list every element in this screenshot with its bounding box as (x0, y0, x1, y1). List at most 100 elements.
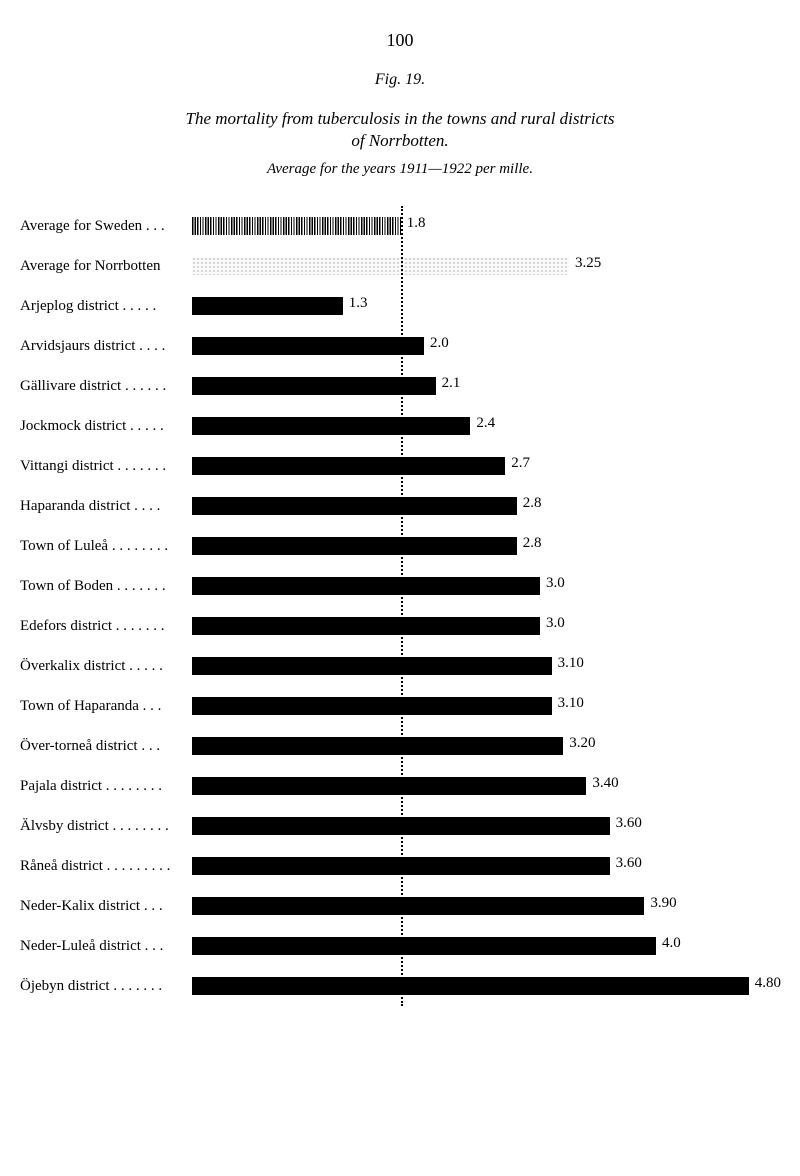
bar-container: 4.80 (192, 977, 780, 995)
chart-row: Haparanda district . . . . 2.8 (20, 486, 780, 526)
page-number: 100 (20, 30, 780, 51)
row-label: Över-torneå district . . . (20, 738, 192, 755)
row-label: Edefors district . . . . . . . (20, 618, 192, 635)
bar-value: 4.0 (662, 935, 681, 952)
bar-value: 1.3 (349, 295, 368, 312)
bar (192, 897, 644, 915)
bar-container: 3.25 (192, 257, 780, 275)
row-label: Arvidsjaurs district . . . . (20, 338, 192, 355)
chart-row: Över-torneå district . . . 3.20 (20, 726, 780, 766)
bar-value: 3.10 (558, 655, 584, 672)
chart-row: Jockmock district . . . . . 2.4 (20, 406, 780, 446)
row-label: Gällivare district . . . . . . (20, 378, 192, 395)
bar-container: 3.0 (192, 577, 780, 595)
bar-value: 3.0 (546, 615, 565, 632)
row-label: Neder-Kalix district . . . (20, 898, 192, 915)
chart-row: Average for Sweden . . . 1.8 (20, 206, 780, 246)
bar-container: 3.10 (192, 657, 780, 675)
bar (192, 457, 505, 475)
bar (192, 777, 586, 795)
chart-row: Average for Norrbotten 3.25 (20, 246, 780, 286)
bar-value: 3.60 (616, 815, 642, 832)
bar-container: 2.1 (192, 377, 780, 395)
bar-value: 2.8 (523, 495, 542, 512)
bar-container: 2.8 (192, 537, 780, 555)
bar-value: 3.90 (650, 895, 676, 912)
bar (192, 577, 540, 595)
bar-value: 3.40 (592, 775, 618, 792)
bar (192, 217, 401, 235)
chart-row: Arjeplog district . . . . .1.3 (20, 286, 780, 326)
chart-title-line1: The mortality from tuberculosis in the t… (20, 109, 780, 129)
bar-value: 3.60 (616, 855, 642, 872)
chart-row: Town of Boden . . . . . . .3.0 (20, 566, 780, 606)
bar-container: 3.0 (192, 617, 780, 635)
chart-row: Neder-Luleå district . . . 4.0 (20, 926, 780, 966)
bar (192, 417, 470, 435)
figure-label: Fig. 19. (20, 71, 780, 89)
bar-value: 1.8 (407, 215, 426, 232)
bar (192, 697, 552, 715)
bar-value: 2.8 (523, 535, 542, 552)
row-label: Vittangi district . . . . . . . (20, 458, 192, 475)
bar (192, 977, 749, 995)
bar (192, 497, 517, 515)
bar-container: 2.4 (192, 417, 780, 435)
bar-value: 3.25 (575, 255, 601, 272)
bar (192, 617, 540, 635)
bar-value: 3.10 (558, 695, 584, 712)
chart-row: Överkalix district . . . . . 3.10 (20, 646, 780, 686)
bar (192, 657, 552, 675)
chart-row: Arvidsjaurs district . . . . 2.0 (20, 326, 780, 366)
row-label: Överkalix district . . . . . (20, 658, 192, 675)
bar-value: 2.4 (476, 415, 495, 432)
chart-row: Älvsby district . . . . . . . . 3.60 (20, 806, 780, 846)
row-label: Jockmock district . . . . . (20, 418, 192, 435)
bar-container: 3.40 (192, 777, 780, 795)
row-label: Town of Boden . . . . . . . (20, 578, 192, 595)
bar (192, 737, 563, 755)
chart-row: Edefors district . . . . . . . 3.0 (20, 606, 780, 646)
bar-value: 2.7 (511, 455, 530, 472)
bar-container: 1.8 (192, 217, 780, 235)
bar-value: 4.80 (755, 975, 781, 992)
bar (192, 537, 517, 555)
bar-container: 2.0 (192, 337, 780, 355)
chart-row: Öjebyn district . . . . . . . 4.80 (20, 966, 780, 1006)
bar-container: 3.60 (192, 857, 780, 875)
bar-container: 4.0 (192, 937, 780, 955)
chart-row: Town of Luleå . . . . . . . . 2.8 (20, 526, 780, 566)
row-label: Älvsby district . . . . . . . . (20, 818, 192, 835)
row-label: Average for Sweden . . . (20, 218, 192, 235)
row-label: Town of Luleå . . . . . . . . (20, 538, 192, 555)
mortality-bar-chart: Average for Sweden . . . 1.8 Average for N… (20, 206, 780, 1006)
chart-row: Gällivare district . . . . . . 2.1 (20, 366, 780, 406)
bar-value: 2.0 (430, 335, 449, 352)
chart-row: Råneå district . . . . . . . . . 3.60 (20, 846, 780, 886)
row-label: Öjebyn district . . . . . . . (20, 978, 192, 995)
chart-row: Town of Haparanda . . . 3.10 (20, 686, 780, 726)
row-label: Haparanda district . . . . (20, 498, 192, 515)
chart-row: Pajala district . . . . . . . . 3.40 (20, 766, 780, 806)
row-label: Average for Norrbotten (20, 258, 192, 275)
bar-value: 2.1 (442, 375, 461, 392)
row-label: Neder-Luleå district . . . (20, 938, 192, 955)
bar-container: 2.8 (192, 497, 780, 515)
bar (192, 297, 343, 315)
bar (192, 377, 436, 395)
bar-container: 1.3 (192, 297, 780, 315)
chart-title-line2: of Norrbotten. (20, 131, 780, 151)
bar (192, 257, 569, 275)
row-label: Råneå district . . . . . . . . . (20, 858, 192, 875)
bar-value: 3.20 (569, 735, 595, 752)
bar (192, 937, 656, 955)
bar (192, 337, 424, 355)
chart-row: Vittangi district . . . . . . . 2.7 (20, 446, 780, 486)
chart-subtitle: Average for the years 1911—1922 per mill… (20, 161, 780, 178)
row-label: Town of Haparanda . . . (20, 698, 192, 715)
bar-container: 2.7 (192, 457, 780, 475)
bar-container: 3.90 (192, 897, 780, 915)
bar-container: 3.60 (192, 817, 780, 835)
bar-container: 3.20 (192, 737, 780, 755)
row-label: Pajala district . . . . . . . . (20, 778, 192, 795)
